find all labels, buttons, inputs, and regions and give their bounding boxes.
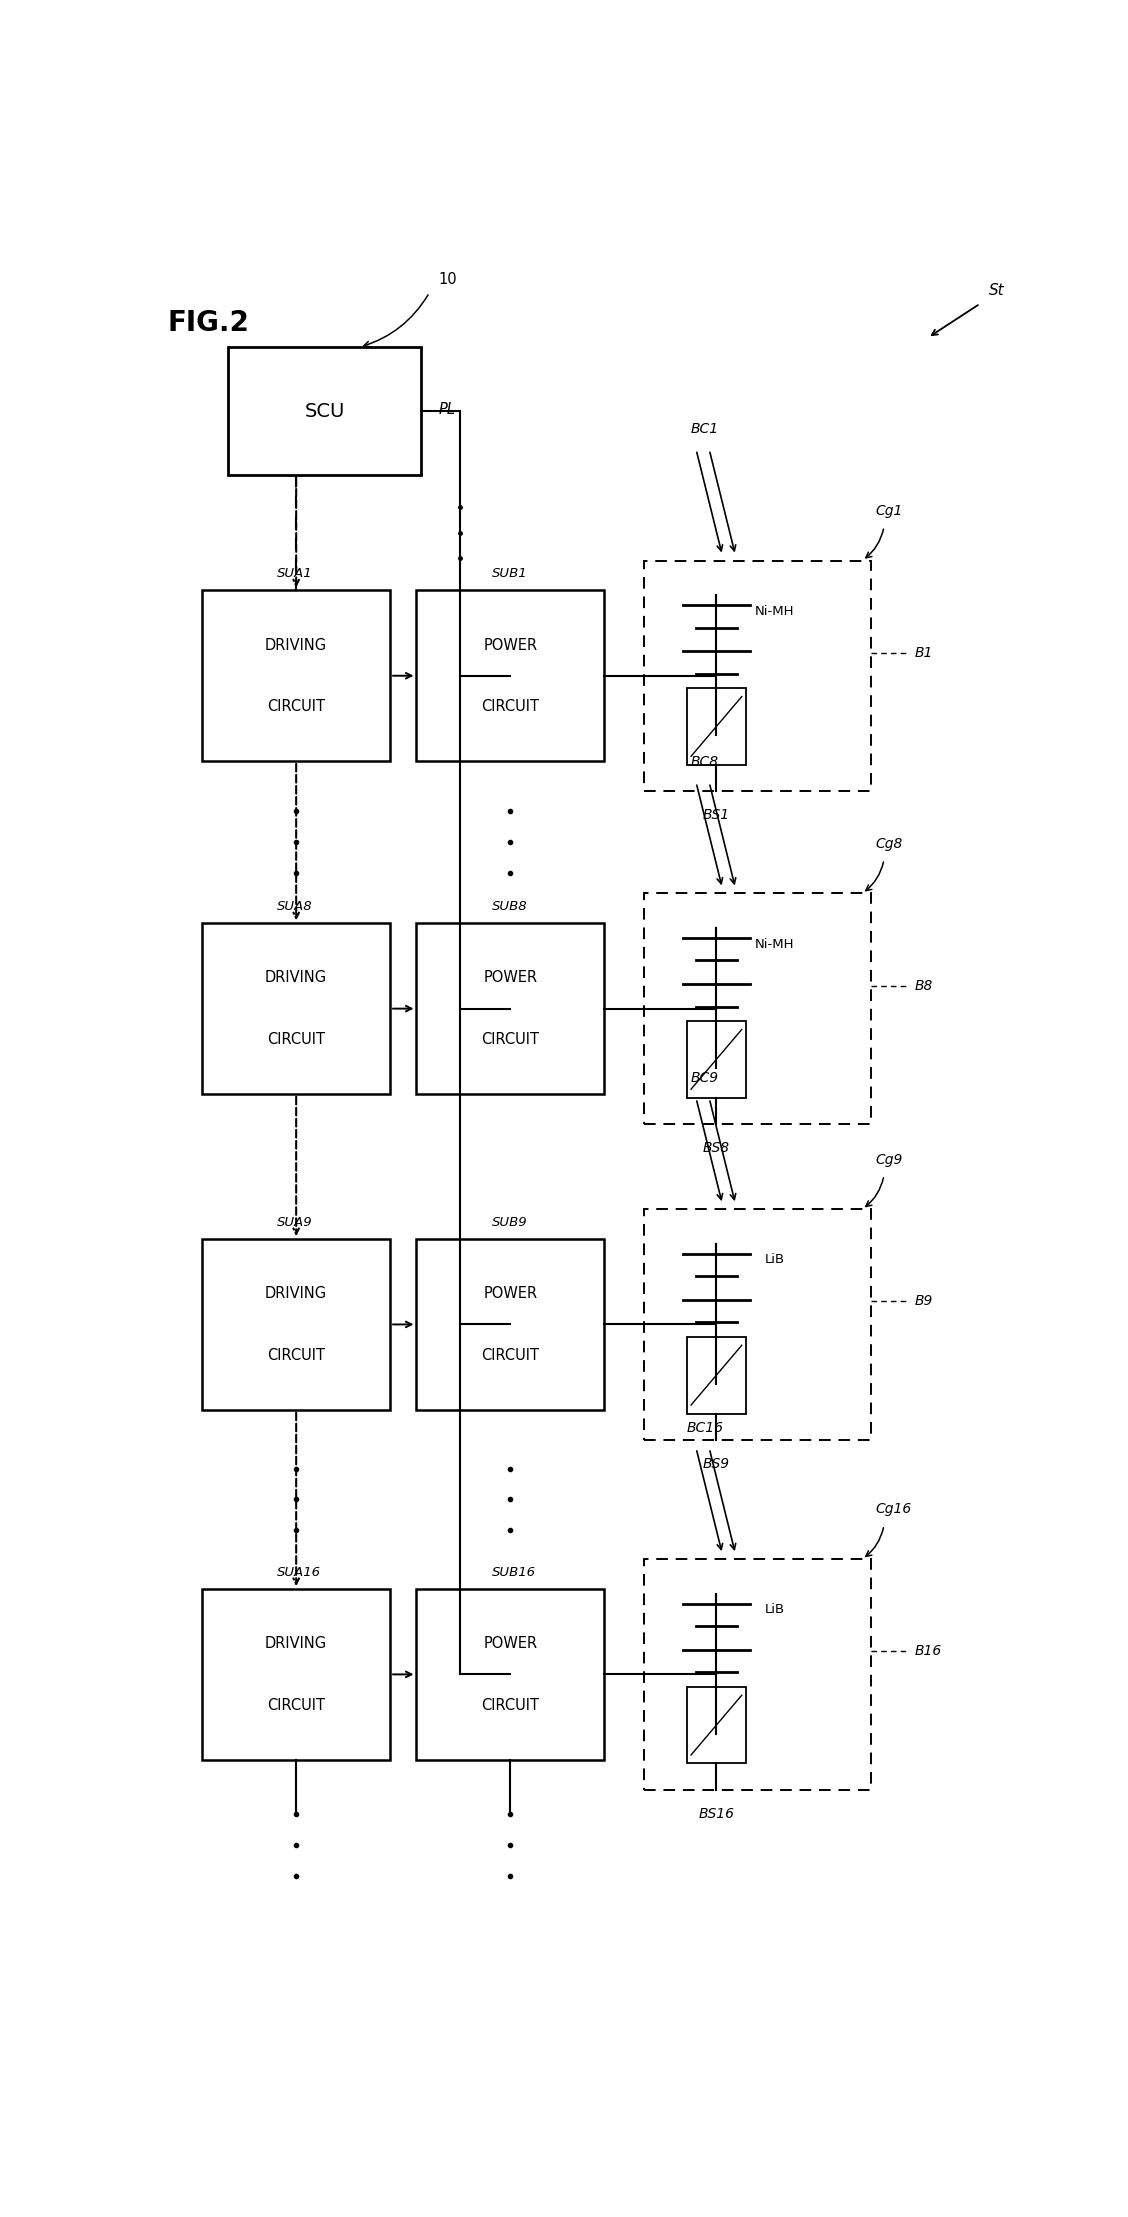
Text: SUB1: SUB1 (492, 568, 527, 581)
Text: BC9: BC9 (690, 1071, 719, 1084)
Text: LiB: LiB (765, 1603, 785, 1616)
Text: CIRCUIT: CIRCUIT (482, 1698, 539, 1712)
Bar (687, 1020, 746, 1097)
Text: SUA16: SUA16 (277, 1565, 321, 1579)
Text: SUA9: SUA9 (277, 1215, 312, 1228)
Text: CIRCUIT: CIRCUIT (482, 1031, 539, 1046)
Text: BC1: BC1 (690, 421, 719, 437)
Text: B1: B1 (915, 645, 933, 661)
Bar (644, 893, 871, 1124)
Text: Cg1: Cg1 (875, 503, 902, 519)
Text: St: St (989, 284, 1005, 299)
Text: BS8: BS8 (703, 1142, 730, 1155)
Bar (644, 1559, 871, 1789)
Bar (687, 1687, 746, 1763)
Text: SUB9: SUB9 (492, 1215, 527, 1228)
Text: DRIVING: DRIVING (265, 1636, 327, 1652)
Text: POWER: POWER (483, 638, 537, 652)
Text: CIRCUIT: CIRCUIT (267, 1348, 325, 1363)
Bar (416, 1239, 605, 1410)
Text: BC8: BC8 (690, 754, 719, 769)
Text: BS9: BS9 (703, 1457, 730, 1470)
Text: B8: B8 (915, 978, 933, 993)
Text: CIRCUIT: CIRCUIT (267, 1031, 325, 1046)
Text: Ni-MH: Ni-MH (755, 938, 794, 951)
Text: POWER: POWER (483, 1636, 537, 1652)
Text: SUA1: SUA1 (277, 568, 312, 581)
Bar (202, 922, 390, 1093)
Bar (202, 1590, 390, 1760)
Text: FIG.2: FIG.2 (167, 308, 249, 337)
Bar (687, 1337, 746, 1414)
Text: Cg16: Cg16 (875, 1503, 911, 1516)
Text: POWER: POWER (483, 971, 537, 984)
Bar (202, 590, 390, 760)
Text: POWER: POWER (483, 1286, 537, 1301)
Text: CIRCUIT: CIRCUIT (267, 1698, 325, 1712)
Bar (644, 561, 871, 791)
Text: DRIVING: DRIVING (265, 971, 327, 984)
Text: CIRCUIT: CIRCUIT (267, 698, 325, 714)
Bar (228, 348, 421, 474)
Text: CIRCUIT: CIRCUIT (482, 1348, 539, 1363)
Text: Cg9: Cg9 (875, 1153, 902, 1166)
Text: Ni-MH: Ni-MH (755, 605, 794, 619)
Text: BS16: BS16 (698, 1807, 734, 1820)
Text: 10: 10 (438, 273, 457, 288)
Bar (416, 1590, 605, 1760)
Bar (416, 590, 605, 760)
Text: SUB16: SUB16 (492, 1565, 536, 1579)
Text: BS1: BS1 (703, 807, 730, 823)
Bar (416, 922, 605, 1093)
Text: DRIVING: DRIVING (265, 638, 327, 652)
Text: SCU: SCU (305, 401, 345, 421)
Text: SUA8: SUA8 (277, 900, 312, 913)
Bar (644, 1208, 871, 1439)
Bar (687, 687, 746, 765)
Text: CIRCUIT: CIRCUIT (482, 698, 539, 714)
Text: B16: B16 (915, 1645, 942, 1658)
Text: B9: B9 (915, 1295, 933, 1308)
Text: SUB8: SUB8 (492, 900, 527, 913)
Text: BC16: BC16 (686, 1421, 723, 1434)
Bar (202, 1239, 390, 1410)
Text: Cg8: Cg8 (875, 836, 902, 851)
Text: LiB: LiB (765, 1253, 785, 1266)
Text: DRIVING: DRIVING (265, 1286, 327, 1301)
Text: PL: PL (438, 401, 456, 417)
